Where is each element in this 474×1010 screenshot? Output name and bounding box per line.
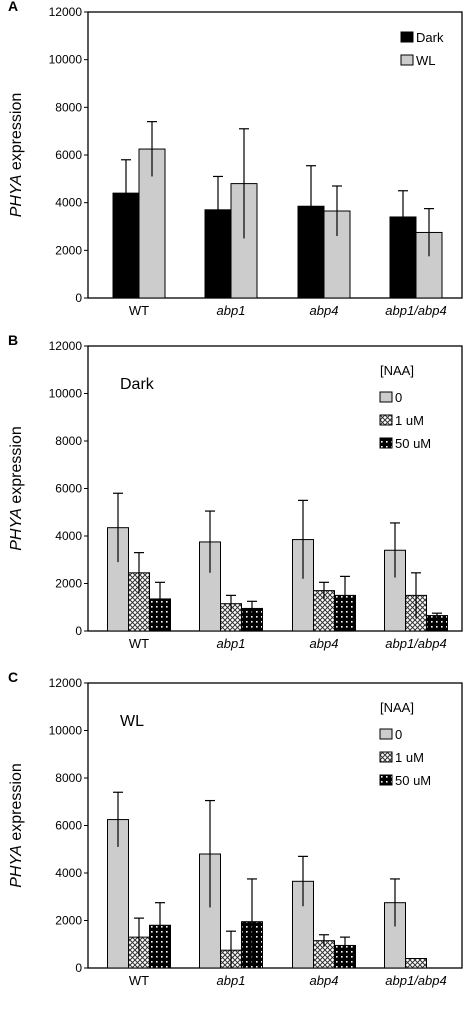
- legend-label: 0: [395, 727, 402, 742]
- legend-swatch: [379, 774, 393, 786]
- x-category-label: abp1: [217, 973, 246, 988]
- x-category-label: abp1/abp4: [385, 636, 446, 651]
- y-tick-label: 6000: [55, 819, 82, 833]
- panels: A PHYA expression 0 2000 4000 6000 8000 10000 12…: [8, 0, 463, 988]
- legend-swatch: [400, 54, 414, 66]
- y-tick-label: 2000: [55, 914, 82, 928]
- y-tick-label: 8000: [55, 771, 82, 785]
- legend-label: Dark: [416, 30, 444, 45]
- x-category-label: abp1: [217, 636, 246, 651]
- x-category-label: abp1/abp4: [385, 303, 446, 318]
- x-category-label: abp4: [310, 636, 339, 651]
- x-category-label: abp1/abp4: [385, 973, 446, 988]
- y-tick-label: 2000: [55, 577, 82, 591]
- y-tick-label: 0: [75, 961, 82, 975]
- y-tick-label: 12000: [49, 339, 83, 353]
- legend-swatch: [379, 391, 393, 403]
- bar: [405, 958, 427, 969]
- y-tick-label: 12000: [49, 676, 83, 690]
- x-category-label: WT: [129, 303, 149, 318]
- y-tick-label: 2000: [55, 243, 82, 257]
- y-tick-label: 4000: [55, 529, 82, 543]
- y-axis-label: PHYA expression: [8, 93, 25, 218]
- y-tick-label: 4000: [55, 196, 82, 210]
- chart-panel-b: B PHYA expression 0 2000 4000 6000 8000 10000 12…: [8, 332, 463, 651]
- x-category-label: WT: [129, 973, 149, 988]
- x-category-label: WT: [129, 636, 149, 651]
- panel-condition-label: WL: [120, 713, 144, 730]
- y-tick-label: 10000: [49, 53, 83, 67]
- y-tick-label: 12000: [49, 5, 83, 19]
- y-axis-label: PHYA expression: [8, 763, 25, 888]
- legend-label: 1 uM: [395, 750, 424, 765]
- x-category-label: abp4: [310, 973, 339, 988]
- panel-label: C: [8, 669, 18, 685]
- y-tick-label: 0: [75, 624, 82, 638]
- y-tick-label: 6000: [55, 482, 82, 496]
- y-tick-label: 8000: [55, 434, 82, 448]
- y-tick-label: 10000: [49, 387, 83, 401]
- y-tick-label: 6000: [55, 148, 82, 162]
- y-axis-label: PHYA expression: [8, 426, 25, 551]
- x-category-label: abp4: [310, 303, 339, 318]
- legend-swatch: [379, 751, 393, 763]
- panel-label: A: [8, 0, 18, 14]
- y-tick-label: 0: [75, 291, 82, 305]
- legend-label: 50 uM: [395, 436, 431, 451]
- panel-condition-label: Dark: [120, 376, 155, 393]
- x-category-label: abp1: [217, 303, 246, 318]
- legend-title: [NAA]: [380, 363, 414, 378]
- chart-panel-a: A PHYA expression 0 2000 4000 6000 8000 10000 12…: [8, 0, 463, 318]
- legend-swatch: [400, 31, 414, 43]
- legend-label: 0: [395, 390, 402, 405]
- legend-label: 50 uM: [395, 773, 431, 788]
- y-tick-label: 8000: [55, 100, 82, 114]
- chart-panel-c: C PHYA expression 0 2000 4000 6000 8000 10000 12…: [8, 669, 463, 988]
- legend-swatch: [379, 437, 393, 449]
- legend-label: 1 uM: [395, 413, 424, 428]
- y-tick-label: 10000: [49, 724, 83, 738]
- legend-title: [NAA]: [380, 700, 414, 715]
- legend-swatch: [379, 414, 393, 426]
- legend-label: WL: [416, 53, 436, 68]
- y-tick-label: 4000: [55, 866, 82, 880]
- legend-swatch: [379, 728, 393, 740]
- panel-label: B: [8, 332, 18, 348]
